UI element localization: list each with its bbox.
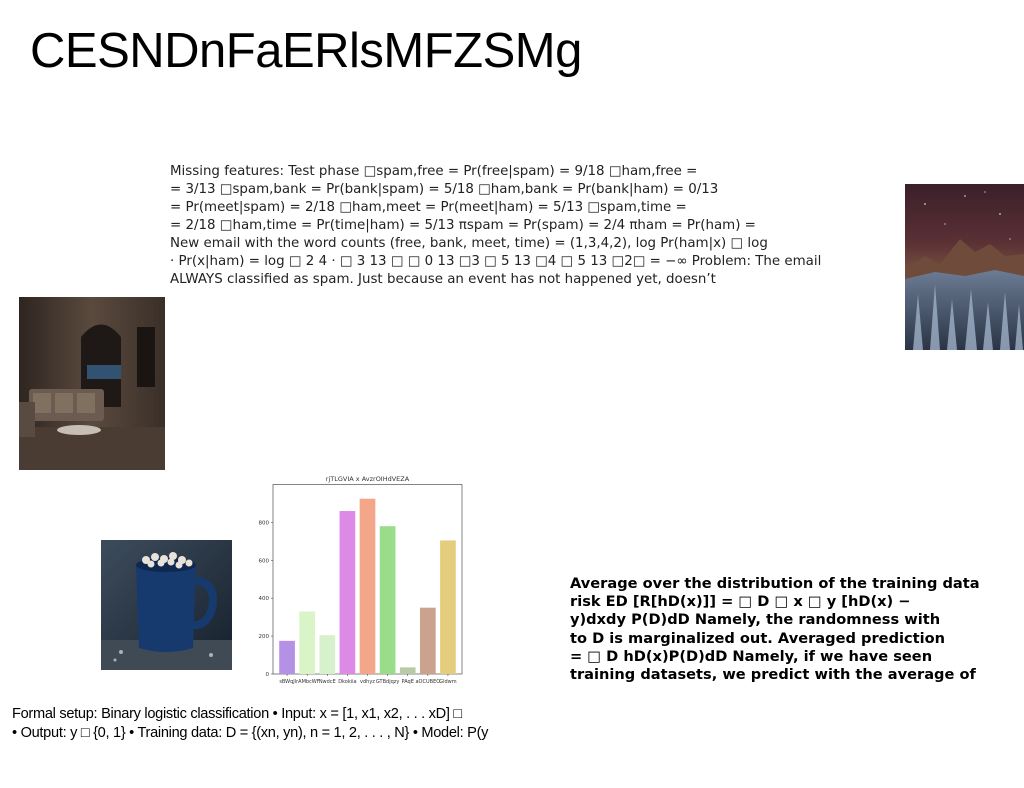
x-tick-label: lrAMbcWF: [295, 679, 320, 685]
text-line: Missing features: Test phase □spam,free …: [170, 164, 698, 179]
chart-bar: [379, 526, 396, 674]
chart-bar: [339, 511, 356, 674]
text-line: risk ED [R[hD(x)]] = □ D □ x □ y [hD(x) …: [570, 593, 911, 611]
chart-bar: [359, 498, 376, 674]
bar-chart: rjTLGVIA x AvzrOIHdVEZA 0 200 400 600 800 sB…: [240, 470, 480, 692]
formal-setup-text: Formal setup: Binary logistic classifica…: [12, 705, 572, 743]
chart-bar: [299, 611, 316, 674]
text-line: Formal setup: Binary logistic classifica…: [12, 706, 462, 722]
text-line: = Pr(meet|spam) = 2/18 □ham,meet = Pr(me…: [170, 200, 687, 215]
y-tick-label: 0: [266, 672, 270, 678]
x-tick-label: aOCUBEO: [415, 679, 440, 685]
bar-chart-svg: rjTLGVIA x AvzrOIHdVEZA 0 200 400 600 800 sB…: [259, 475, 463, 685]
cocoa-mug-photo: [101, 540, 232, 670]
text-line: training datasets, we predict with the a…: [570, 666, 976, 684]
chart-title: rjTLGVIA x AvzrOIHdVEZA: [326, 475, 410, 483]
y-tick-label: 600: [259, 558, 270, 564]
interior-room-photo: [19, 297, 165, 470]
average-risk-text: Average over the distribution of the tra…: [570, 575, 1020, 684]
chart-bar: [399, 667, 416, 674]
text-line: • Output: y □ {0, 1} • Training data: D …: [12, 725, 489, 741]
x-tick-label: PAqE: [402, 679, 414, 685]
text-line: = 2/18 □ham,time = Pr(time|ham) = 5/13 π…: [170, 218, 756, 233]
text-line: · Pr(x|ham) = log □ 2 4 · □ 3 13 □ □ 0 1…: [170, 254, 822, 269]
night-mountain-photo: [905, 184, 1024, 350]
text-line: = □ D hD(x)P(D)dD Namely, if we have see…: [570, 647, 933, 665]
text-line: ALWAYS classified as spam. Just because …: [170, 272, 716, 287]
x-tick-label: NwdcE: [319, 679, 336, 685]
text-line: = 3/13 □spam,bank = Pr(bank|spam) = 5/18…: [170, 182, 719, 197]
x-tick-label: sBWqJ: [279, 679, 294, 685]
x-tick-label: Gldwm: [439, 679, 457, 685]
chart-bar: [419, 607, 436, 674]
x-tick-label: Dkokiia: [338, 679, 356, 685]
text-line: y)dxdy P(D)dD Namely, the randomness wit…: [570, 611, 941, 629]
missing-features-text: Missing features: Test phase □spam,free …: [170, 163, 822, 289]
y-tick-label: 200: [259, 634, 270, 640]
x-tick-label: vdhyz: [360, 679, 375, 685]
text-line: Average over the distribution of the tra…: [570, 575, 980, 592]
text-line: New email with the word counts (free, ba…: [170, 236, 768, 251]
page-title: CESNDnFaERlsMFZSMg: [30, 24, 582, 78]
chart-bar: [319, 635, 336, 674]
text-line: to D is marginalized out. Averaged predi…: [570, 629, 946, 647]
y-tick-label: 800: [259, 520, 270, 526]
chart-bar: [440, 540, 456, 674]
y-tick-label: 400: [259, 596, 270, 602]
chart-bar: [279, 640, 295, 674]
x-tick-label: GTBdjqzy: [376, 679, 400, 685]
